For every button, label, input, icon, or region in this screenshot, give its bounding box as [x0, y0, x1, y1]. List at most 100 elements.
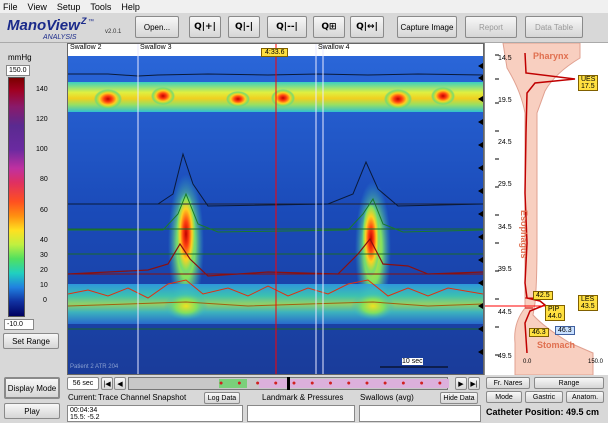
scale-bar-label: 10 sec [402, 358, 423, 365]
pressure-profile [524, 52, 576, 354]
display-mode-button[interactable]: Display Mode [4, 377, 60, 399]
trace-line [68, 237, 483, 277]
current-label: Current: [68, 393, 97, 402]
depth-label: 14.5 [498, 55, 512, 62]
trace-line [68, 279, 483, 299]
ues-hotspot [94, 89, 122, 109]
scale-tick: 30 [40, 252, 48, 259]
log-data-button[interactable]: Log Data [204, 392, 240, 404]
depth-axis [495, 54, 499, 356]
report-button[interactable]: Report [465, 16, 517, 38]
gastric-button[interactable]: Gastric [525, 391, 563, 403]
menu-help[interactable]: Help [121, 1, 140, 12]
toolbar: Open... Q|+| Q|-| Q|--| Q⊞ Q|↔| Capture … [0, 13, 608, 43]
swallow-label[interactable]: Swallow 2 [70, 44, 102, 51]
pressure-topography-plot[interactable]: Swallow 2 Swallow 3 Swallow 4 4:33.6 10 … [67, 43, 484, 375]
depth-labels: 14.5 19.5 24.5 29.5 34.5 39.5 44.5 49.5 [484, 43, 512, 375]
depth-label: 24.5 [498, 139, 512, 146]
zoom-span-icon[interactable]: Q|↔| [350, 16, 384, 38]
menu-view[interactable]: View [27, 1, 47, 12]
timeline-markers: ●●●●●●●●●●●●● [219, 380, 456, 387]
badge-46a[interactable]: 46.3 [529, 328, 549, 337]
hide-data-button[interactable]: Hide Data [440, 392, 478, 404]
esophagus-label: Esophagus [519, 210, 529, 259]
last-frame-icon[interactable]: ▶| [468, 377, 480, 390]
menu-bar: File View Setup Tools Help [0, 0, 608, 13]
zoom-in-time-icon[interactable]: Q|+| [189, 16, 221, 38]
log-line: 00:04:34 [70, 407, 98, 414]
ues-hotspot [226, 91, 250, 107]
range-button[interactable]: Range [534, 377, 604, 389]
ues-badge-label: UES [581, 76, 596, 83]
menu-setup[interactable]: Setup [56, 1, 81, 12]
logo-tm: ™ [88, 18, 94, 25]
swallow3-peak [176, 192, 196, 276]
scale-tick: 120 [36, 116, 48, 123]
timeline-thumb[interactable] [287, 377, 290, 390]
swallow-label[interactable]: Swallow 3 [140, 44, 172, 51]
scale-tick: 140 [36, 86, 48, 93]
log-textbox[interactable]: 00:04:34 15.5: -5.2 [67, 405, 243, 422]
les-badge-label: LES [581, 296, 595, 303]
scale-tick: 100 [36, 146, 48, 153]
depth-label: 44.5 [498, 309, 512, 316]
depth-markers [478, 63, 483, 355]
nares-button[interactable]: Fr. Nares [486, 377, 530, 389]
ues-hotspot [384, 89, 412, 109]
les-hotspot [164, 292, 208, 320]
anatomy-button[interactable]: Anatom. [566, 391, 604, 403]
swallow-label[interactable]: Swallow 4 [318, 44, 350, 51]
scale-tick: 80 [40, 176, 48, 183]
badge-46b[interactable]: 46.3 [555, 326, 575, 335]
swallows-textbox[interactable] [359, 405, 481, 422]
zoom-fit-icon[interactable]: Q⊞ [313, 16, 345, 38]
zoom-out-time-icon[interactable]: Q|-| [228, 16, 260, 38]
watermark: Patient 2 ATR 204 [70, 364, 119, 370]
capture-image-button[interactable]: Capture Image [397, 16, 457, 38]
step-forward-icon[interactable]: ▶ [455, 377, 467, 390]
anatomy-panel: Pharynx Esophagus Stomach UES 17.5 42.5 … [484, 43, 608, 375]
set-range-button[interactable]: Set Range [3, 333, 59, 349]
data-table-button[interactable]: Data Table [525, 16, 583, 38]
play-button[interactable]: Play [4, 403, 60, 419]
scale-min-field[interactable]: -10.0 [4, 319, 34, 330]
pip-badge[interactable]: PIP 44.0 [545, 305, 565, 321]
open-button[interactable]: Open... [135, 16, 179, 38]
depth-label: 19.5 [498, 97, 512, 104]
ues-badge[interactable]: UES 17.5 [578, 75, 599, 91]
scale-tick: 10 [40, 282, 48, 289]
step-back-icon[interactable]: ◀ [114, 377, 126, 390]
timeline-segment [219, 379, 247, 388]
trace-line [68, 73, 483, 77]
badge-42[interactable]: 42.5 [533, 291, 553, 300]
menu-tools[interactable]: Tools [90, 1, 112, 12]
log-line: 15.5: -5.2 [70, 414, 100, 421]
scale-tick: 40 [40, 237, 48, 244]
speed-field[interactable]: 56 sec [67, 377, 99, 390]
les-badge-value: 43.5 [581, 303, 595, 310]
bottom-panel: Display Mode Play 56 sec |◀ ◀ ●●●●●●●●●●… [0, 375, 608, 423]
swallow4-peak [362, 201, 380, 277]
scale-max-field[interactable]: 150.0 [6, 65, 30, 76]
timeline-scrubber[interactable]: ●●●●●●●●●●●●● [128, 377, 456, 390]
cursor-time-badge[interactable]: 4:33.6 [261, 48, 289, 57]
ues-hotspot [151, 87, 175, 105]
logo-superscript: Z [80, 16, 87, 26]
catheter-position: Catheter Position: 49.5 cm [486, 407, 600, 417]
logo-title: ManoView [7, 17, 81, 34]
x-axis-max: 150.0 [588, 359, 604, 365]
landmark-textbox[interactable] [247, 405, 355, 422]
les-badge[interactable]: LES 43.5 [578, 295, 598, 311]
zoom-window-icon[interactable]: Q|--| [267, 16, 307, 38]
first-frame-icon[interactable]: |◀ [101, 377, 113, 390]
mode-button[interactable]: Mode [486, 391, 522, 403]
depth-label: 29.5 [498, 181, 512, 188]
depth-label: 39.5 [498, 266, 512, 273]
les-hotspot [351, 292, 395, 320]
ues-badge-value: 17.5 [581, 83, 595, 90]
menu-file[interactable]: File [3, 1, 18, 12]
ues-hotspot [431, 87, 455, 105]
swallows-avg-label: Swallows (avg) [360, 393, 414, 402]
x-axis-min: 0.0 [523, 359, 532, 365]
ues-hotspot [271, 89, 295, 107]
